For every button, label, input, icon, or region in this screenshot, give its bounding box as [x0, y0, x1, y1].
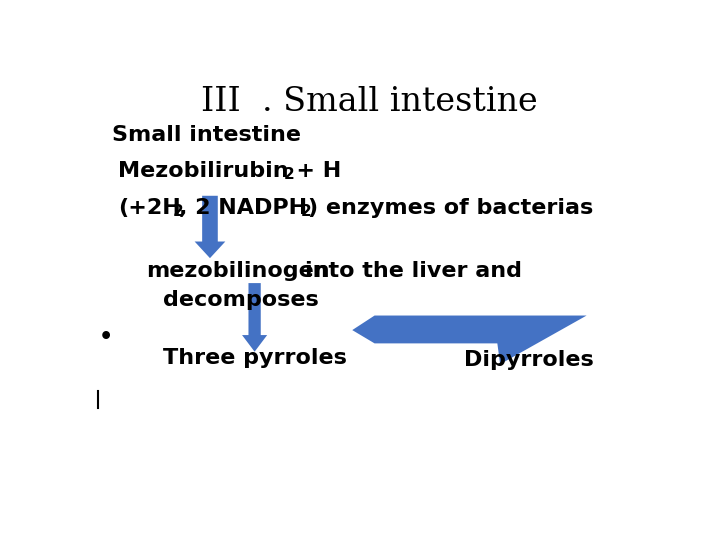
Text: decomposes: decomposes [163, 290, 318, 310]
Polygon shape [242, 283, 267, 352]
Text: Three pyrroles: Three pyrroles [163, 348, 346, 368]
Text: 2: 2 [173, 204, 184, 219]
Text: into the liver and: into the liver and [305, 261, 522, 281]
Text: 2: 2 [284, 167, 295, 181]
Text: Mezobilirubin + H: Mezobilirubin + H [118, 161, 341, 181]
Text: •: • [99, 327, 112, 347]
Polygon shape [194, 196, 225, 258]
Text: , 2 NADPH: , 2 NADPH [179, 198, 307, 218]
Text: (+2H: (+2H [118, 198, 181, 218]
Text: Small intestine: Small intestine [112, 125, 301, 145]
Text: Dipyrroles: Dipyrroles [464, 350, 593, 370]
Text: ) enzymes of bacterias: ) enzymes of bacterias [307, 198, 593, 218]
Text: 2: 2 [301, 204, 312, 219]
Polygon shape [352, 315, 587, 364]
Text: mezobilinogen: mezobilinogen [145, 261, 330, 281]
Text: III  . Small intestine: III . Small intestine [201, 85, 537, 118]
